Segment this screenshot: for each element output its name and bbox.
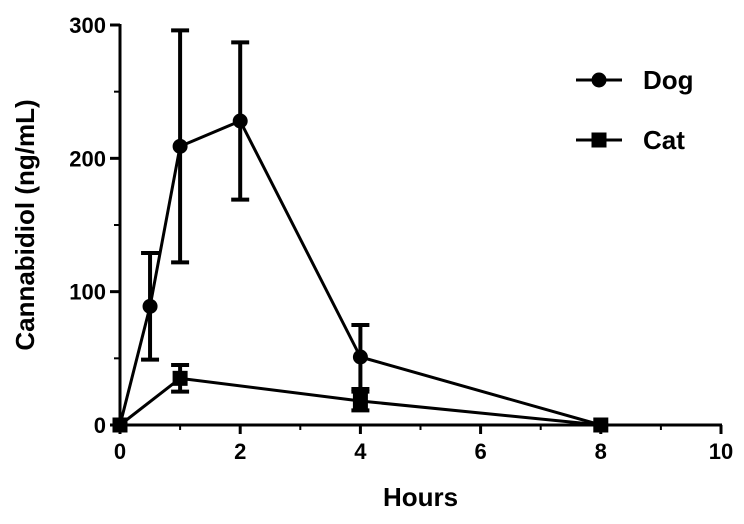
series-dog (112, 28, 609, 433)
axes: 0 2 4 6 8 10 0 100 200 300 Hours Cannabidiol (ng… (10, 13, 733, 512)
y-axis-label: Cannabidiol (ng/mL) (10, 99, 40, 350)
series-layer (112, 28, 609, 433)
series-line (119, 376, 601, 427)
x-tick-label: 6 (474, 439, 486, 464)
series-line (118, 119, 602, 427)
x-tick-label: 10 (709, 439, 733, 464)
y-tick-label: 200 (69, 146, 106, 171)
x-tick-label: 8 (595, 439, 607, 464)
y-ticks: 0 100 200 300 (69, 13, 120, 438)
x-tick-label: 4 (354, 439, 367, 464)
data-point (232, 113, 248, 129)
series-cat (112, 363, 609, 433)
x-tick-label: 0 (114, 439, 126, 464)
x-tick-label: 2 (234, 439, 246, 464)
data-point (142, 298, 158, 314)
data-point (593, 417, 609, 433)
y-tick-label: 100 (69, 280, 106, 305)
data-point (172, 370, 188, 386)
data-point (112, 417, 128, 433)
data-point (352, 349, 368, 365)
y-tick-label: 0 (94, 413, 106, 438)
data-point (172, 138, 188, 154)
x-ticks: 0 2 4 6 8 10 (114, 425, 733, 464)
data-point (352, 393, 368, 409)
legend-marker (591, 132, 607, 148)
legend-item-dog: Dog (576, 65, 694, 95)
legend: Dog Cat (576, 65, 694, 155)
x-axis-label: Hours (383, 482, 458, 512)
y-tick-label: 300 (69, 13, 106, 38)
legend-item-cat: Cat (576, 125, 685, 155)
legend-marker (591, 72, 607, 88)
legend-label: Cat (643, 125, 685, 155)
legend-label: Dog (643, 65, 694, 95)
